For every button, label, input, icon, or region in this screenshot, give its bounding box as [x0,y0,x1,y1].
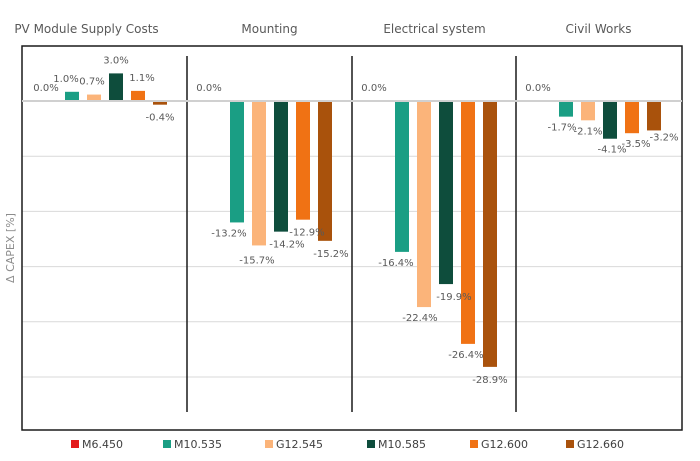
category-title: Electrical system [383,22,485,36]
data-label: 1.1% [129,73,154,84]
legend-swatch [265,440,273,448]
data-label: 0.0% [33,83,58,94]
bar [417,101,431,308]
bar [87,94,101,101]
bar [318,101,332,241]
bar [483,101,497,367]
bar [252,101,266,246]
data-label: -0.4% [145,113,174,124]
data-label: -16.4% [378,258,413,269]
category-title: PV Module Supply Costs [14,22,158,36]
bar [581,101,595,121]
bar [274,101,288,232]
bar [559,101,573,117]
legend-label: G12.600 [481,438,528,451]
bar [296,101,310,220]
legend-label: M10.585 [378,438,426,451]
legend-label: G12.545 [276,438,323,451]
data-label: -3.2% [649,132,678,143]
legend-swatch [163,440,171,448]
data-label: 0.0% [525,83,550,94]
bar [647,101,661,131]
legend: M6.450 M10.535 G12.545 M10.585 G12.600 G12.66… [71,438,624,451]
bar [461,101,475,344]
data-label: -22.4% [402,313,437,324]
bar [109,73,123,101]
bar [153,101,167,105]
data-label: -1.7% [547,123,576,134]
data-label: -2.1% [573,126,602,137]
legend-label: G12.660 [577,438,624,451]
data-label: -4.1% [597,145,626,156]
plot-frame [21,45,683,431]
data-label: -19.9% [436,292,471,303]
category-title: Mounting [241,22,297,36]
data-label: -15.7% [239,255,274,266]
bars [43,73,661,367]
legend-label: M10.535 [174,438,222,451]
legend-swatch [367,440,375,448]
category-title: Civil Works [566,22,632,36]
y-axis-label: Δ CAPEX [%] [4,213,17,283]
data-label: 0.7% [79,77,104,88]
bar [131,90,145,101]
data-label: -28.9% [472,375,507,386]
data-label: 3.0% [103,55,128,66]
bar [439,101,453,285]
legend-swatch [470,440,478,448]
data-label: 1.0% [53,74,78,85]
bar [230,101,244,223]
bar [603,101,617,139]
data-label: 0.0% [361,83,386,94]
bar [65,91,79,101]
data-labels: 0.0%1.0% 0.7%3.0%1.1%-0.4%0.0%-13.2%-15.7… [33,55,678,385]
data-label: -14.2% [269,240,304,251]
category-titles: PV Module Supply Costs Mounting Electrical… [14,22,631,36]
bar [395,101,409,252]
data-label: -3.5% [621,139,650,150]
data-label: -15.2% [313,249,348,260]
legend-label: M6.450 [82,438,123,451]
legend-swatch [71,440,79,448]
plot-border [21,45,683,431]
data-label: -12.9% [289,228,324,239]
data-label: -13.2% [211,228,246,239]
legend-swatch [566,440,574,448]
data-label: -26.4% [448,350,483,361]
bar [625,101,639,134]
data-label: 0.0% [196,83,221,94]
